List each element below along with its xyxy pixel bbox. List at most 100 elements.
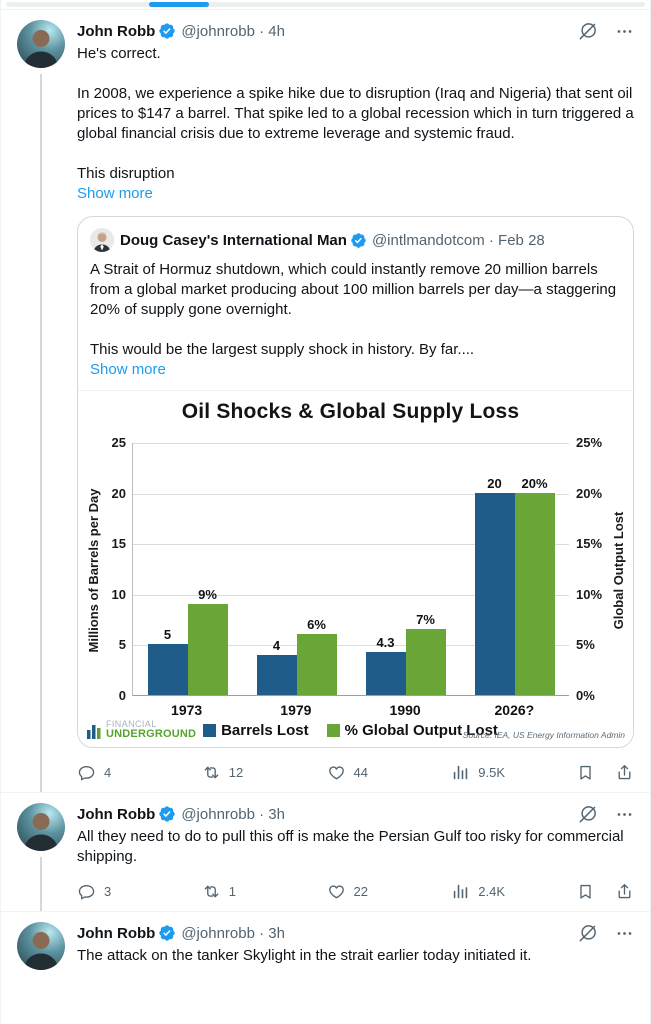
tweet-paragraph: This disruption [77, 165, 175, 182]
tweet-paragraph: The attack on the tanker Skylight in the… [77, 947, 532, 964]
bar-value-label: 7% [416, 612, 435, 628]
views-count: 9.5K [478, 764, 505, 780]
avatar[interactable] [17, 20, 65, 68]
quote-handle-and-date[interactable]: @intlmandotcom · Feb 28 [371, 231, 545, 249]
y-tick: 25 [111, 435, 126, 450]
legend-swatch-green [326, 724, 340, 737]
handle-and-time[interactable]: @johnrobb · 3h [181, 805, 285, 823]
reply-icon [78, 884, 95, 899]
handle-and-time[interactable]: @johnrobb · 3h [181, 924, 285, 942]
oil-shocks-chart[interactable]: Oil Shocks & Global Supply Loss Millions… [78, 390, 633, 747]
video-progress-track[interactable] [6, 2, 645, 7]
repost-count: 1 [228, 883, 236, 899]
repost-icon [204, 885, 219, 897]
tweet-divider [1, 792, 650, 793]
share-icon[interactable] [615, 763, 634, 782]
more-icon[interactable] [615, 924, 634, 943]
views-button[interactable]: 2.4K [451, 882, 576, 901]
views-button[interactable]: 9.5K [451, 763, 576, 782]
bar-output [296, 634, 337, 695]
verified-badge-icon [159, 23, 176, 39]
repost-count: 12 [228, 764, 244, 780]
tweet-text: He's correct. In 2008, we experience a s… [77, 44, 634, 184]
author-name[interactable]: John Robb [77, 924, 156, 942]
grok-icon[interactable] [577, 20, 599, 42]
reply-button[interactable]: 3 [77, 882, 202, 901]
x-tick: 2026? [494, 702, 535, 718]
quoted-tweet-card[interactable]: Doug Casey's International Man @intlmand… [77, 216, 634, 748]
bar-output [405, 629, 446, 695]
like-button[interactable]: 22 [327, 882, 452, 901]
repost-button[interactable]: 12 [202, 763, 327, 782]
like-count: 22 [353, 883, 368, 899]
bar-value-label: 9% [198, 586, 217, 602]
bookmark-icon[interactable] [576, 882, 595, 901]
media-progress-strip [1, 0, 650, 10]
show-more-link[interactable]: Show more [77, 185, 153, 202]
engagement-bar: 3 1 22 2.4K [77, 879, 634, 903]
author-name[interactable]: John Robb [77, 22, 156, 40]
y-tick: 0 [118, 688, 126, 703]
y-tick: 15% [576, 536, 603, 552]
y-tick: 10 [111, 586, 126, 602]
repost-button[interactable]: 1 [202, 882, 327, 901]
avatar[interactable] [17, 922, 65, 970]
handle-and-time[interactable]: @johnrobb · 4h [181, 22, 285, 40]
left-axis-title: Millions of Barrels per Day [86, 488, 101, 653]
views-icon [454, 765, 468, 779]
financial-underground-logo: FINANCIAL UNDERGROUND [86, 720, 196, 740]
tweet-3: John Robb @johnrobb · 3h The attack on t… [1, 912, 650, 974]
x-tick: 1979 [280, 702, 312, 718]
y-tick: 25% [576, 435, 603, 450]
logo-bars-icon [87, 725, 101, 739]
more-icon[interactable] [615, 805, 634, 824]
avatar[interactable] [17, 803, 65, 851]
chart-title: Oil Shocks & Global Supply Loss [181, 400, 520, 423]
engagement-bar: 4 12 44 9.5K [77, 760, 634, 784]
y-tick: 5% [576, 637, 595, 653]
chart-plot-area: 5 9% 4 6% 4.3 7% 20 20% [132, 443, 569, 696]
reply-button[interactable]: 4 [77, 763, 202, 782]
bar-barrels [474, 492, 515, 695]
like-button[interactable]: 44 [327, 763, 452, 782]
bar-group-1990: 4.3 7% [351, 612, 460, 695]
y-tick: 20% [576, 485, 603, 501]
reply-count: 4 [104, 764, 112, 780]
bar-output [514, 492, 555, 695]
more-icon[interactable] [615, 22, 634, 41]
x-tick: 1990 [389, 702, 421, 718]
tweet-text: The attack on the tanker Skylight in the… [77, 946, 634, 966]
quote-show-more-link[interactable]: Show more [90, 361, 166, 378]
bar-value-label: 4.3 [376, 634, 395, 650]
quote-avatar [90, 228, 114, 252]
quote-paragraph: A Strait of Hormuz shutdown, which could… [90, 261, 617, 318]
thread-connector-line [40, 857, 42, 911]
y-tick: 5 [118, 637, 126, 653]
reply-icon [78, 765, 95, 780]
verified-badge-icon [351, 232, 366, 248]
bar-barrels [365, 651, 406, 695]
tweet-text: All they need to do to pull this off is … [77, 827, 634, 867]
y-tick: 15 [111, 536, 126, 552]
y-tick: 10% [576, 586, 603, 602]
tweet-2: John Robb @johnrobb · 3h All they need t… [1, 793, 650, 911]
share-icon[interactable] [615, 882, 634, 901]
author-name[interactable]: John Robb [77, 805, 156, 823]
grok-icon[interactable] [577, 922, 599, 944]
repost-icon [204, 766, 219, 778]
chart-source: Source: IEA, US Energy Information Admin [462, 730, 625, 740]
reply-count: 3 [104, 883, 112, 899]
bar-value-label: 20% [521, 475, 548, 491]
like-icon [328, 884, 344, 898]
tweet-paragraph: All they need to do to pull this off is … [77, 828, 624, 865]
like-icon [328, 765, 344, 779]
bar-value-label: 20 [487, 475, 502, 491]
grok-icon[interactable] [577, 803, 599, 825]
tweet-divider [1, 911, 650, 912]
quote-author-name[interactable]: Doug Casey's International Man [120, 231, 347, 249]
bar-barrels [147, 644, 188, 695]
bar-output [187, 603, 228, 695]
like-count: 44 [353, 764, 368, 780]
chart-legend: Barrels Lost % Global Output Lost [132, 722, 569, 739]
bookmark-icon[interactable] [576, 763, 595, 782]
